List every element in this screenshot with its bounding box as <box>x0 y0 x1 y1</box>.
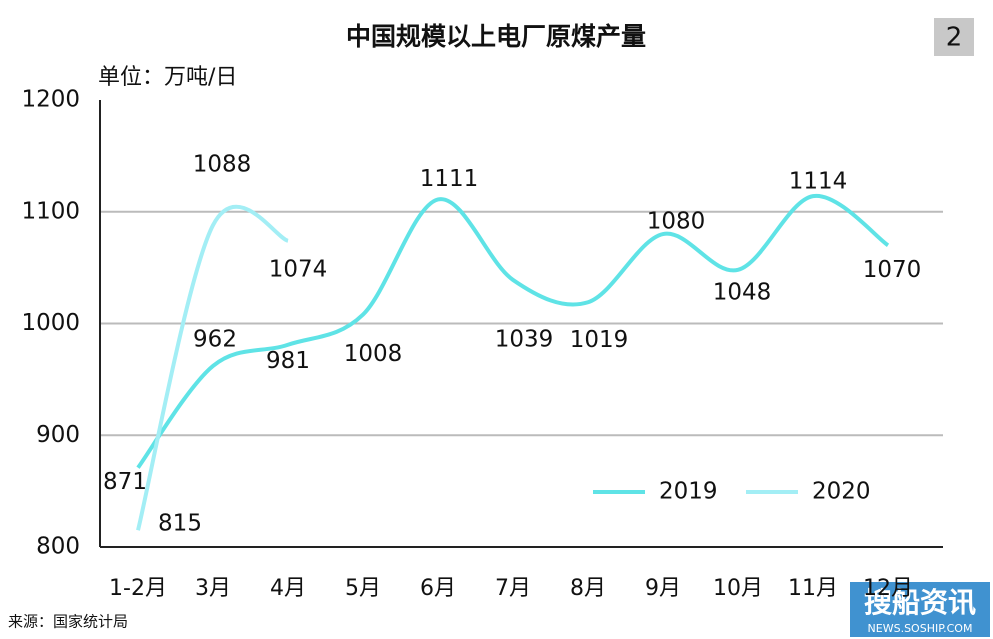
y-tick-label: 1200 <box>21 87 80 113</box>
x-tick-label: 7月 <box>495 576 531 601</box>
data-label: 1039 <box>495 326 554 352</box>
data-label: 1074 <box>269 256 328 282</box>
data-label: 871 <box>103 469 147 495</box>
x-tick-label: 5月 <box>345 576 381 601</box>
data-label: 1008 <box>344 341 403 367</box>
y-tick-label: 900 <box>36 422 80 448</box>
x-tick-label: 8月 <box>570 576 606 601</box>
badge-bg <box>934 18 974 56</box>
source: 来源：国家统计局 <box>8 613 128 631</box>
data-label: 1070 <box>863 257 922 283</box>
data-label: 815 <box>158 511 202 537</box>
x-tick-label: 9月 <box>645 576 681 601</box>
x-tick-label: 12月 <box>863 576 913 601</box>
y-tick-label: 1000 <box>21 310 80 336</box>
watermark-url: NEWS.SOSHIP.COM <box>868 622 973 635</box>
line-series <box>136 194 890 469</box>
watermark: 搜船资讯 <box>864 586 976 619</box>
badge: 2 <box>946 23 963 53</box>
data-label: 1048 <box>713 279 772 305</box>
data-label: 1080 <box>647 209 706 235</box>
x-tick-label: 1-2月 <box>109 576 167 601</box>
data-label: 981 <box>266 348 310 374</box>
y-tick-label: 800 <box>36 534 80 560</box>
legend-label: 2019 <box>659 479 718 505</box>
chart-title: 中国规模以上电厂原煤产量 <box>346 22 646 51</box>
data-label: 1111 <box>420 166 479 192</box>
data-label: 1114 <box>789 169 848 195</box>
unit-label: 单位：万吨/日 <box>98 65 237 90</box>
data-label: 1019 <box>570 327 629 353</box>
data-label: 962 <box>193 326 237 352</box>
legend-label: 2020 <box>812 479 871 505</box>
x-tick-label: 6月 <box>420 576 456 601</box>
x-tick-label: 10月 <box>713 576 763 601</box>
x-tick-label: 4月 <box>270 576 306 601</box>
watermark-bg <box>850 582 990 637</box>
x-tick-label: 3月 <box>195 576 231 601</box>
data-label: 1088 <box>193 152 252 178</box>
y-tick-label: 1100 <box>21 198 80 224</box>
line-series <box>136 204 289 531</box>
x-tick-label: 11月 <box>788 576 838 601</box>
